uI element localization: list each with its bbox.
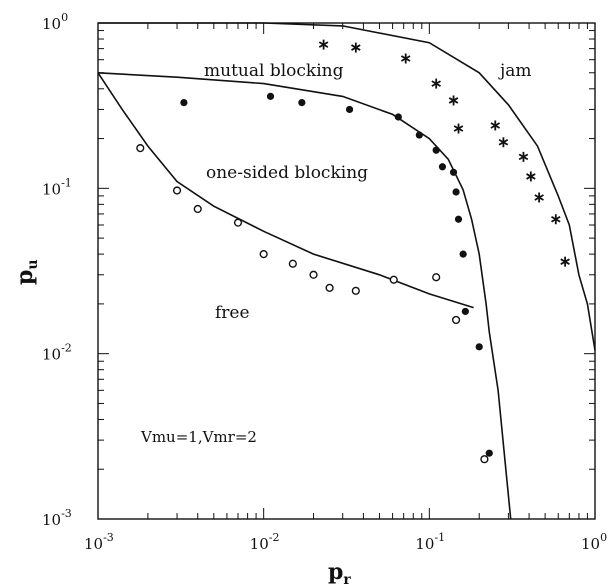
point-open-circle (309, 270, 318, 279)
point-asterisk (526, 171, 536, 182)
point-open-circle (259, 250, 268, 259)
x-tick-label: 100 (581, 531, 607, 553)
point-open-circle (136, 144, 145, 153)
point-filled-circle (345, 105, 354, 114)
y-tick-label: 10-2 (42, 342, 72, 364)
x-tick-label: 10-2 (250, 531, 280, 553)
point-open-circle (389, 275, 398, 284)
point-open-circle (172, 186, 182, 195)
y-axis-title: pu (12, 259, 41, 285)
point-filled-circle (449, 168, 458, 176)
x-tick-label: 10-1 (415, 531, 445, 553)
point-open-circle (432, 273, 441, 282)
point-asterisk (534, 192, 544, 203)
label-free: free (215, 303, 250, 323)
point-open-circle (351, 286, 360, 295)
point-filled-circle (394, 113, 402, 121)
label-jam: jam (498, 61, 532, 81)
point-filled-circle (452, 188, 460, 196)
plot-frame (97, 22, 596, 520)
point-open-circle (288, 259, 297, 268)
label-one-sided-blocking: one-sided blocking (206, 163, 368, 183)
point-asterisk (498, 137, 509, 148)
y-tick-label: 100 (42, 11, 68, 33)
point-asterisk (318, 39, 329, 50)
data-points (136, 39, 570, 464)
y-tick-label: 10-3 (42, 507, 72, 529)
x-tick-label: 10-3 (84, 531, 114, 553)
point-open-circle (480, 455, 489, 464)
ticks (97, 22, 596, 520)
point-asterisk (518, 151, 529, 162)
parameter-label: Vmu=1,Vmr=2 (140, 428, 257, 446)
point-filled-circle (461, 307, 469, 316)
point-filled-circle (475, 343, 483, 351)
label-mutual-blocking: mutual blocking (204, 61, 344, 81)
y-tick-label: 10-1 (42, 176, 72, 198)
point-filled-circle (454, 215, 463, 223)
point-filled-circle (438, 163, 447, 171)
x-tick-labels: 10-3 10-2 10-1 100 (84, 531, 607, 553)
point-filled-circle (485, 449, 493, 457)
point-open-circle (451, 315, 461, 325)
point-asterisk (453, 123, 464, 134)
point-asterisk (448, 95, 459, 106)
point-asterisk (560, 256, 570, 267)
point-asterisk (351, 42, 361, 53)
point-filled-circle (459, 250, 467, 258)
point-open-circle (193, 204, 202, 214)
point-asterisk (431, 78, 441, 89)
point-asterisk (490, 120, 501, 131)
point-filled-circle (180, 99, 188, 107)
x-axis-title: pr (328, 559, 351, 584)
point-open-circle (233, 218, 243, 227)
point-filled-circle (266, 92, 275, 100)
point-filled-circle (432, 146, 440, 154)
point-filled-circle (415, 131, 423, 139)
boundary-curve-1 (98, 22, 596, 351)
point-asterisk (551, 214, 561, 225)
point-open-circle (325, 283, 334, 292)
point-filled-circle (298, 99, 306, 107)
point-asterisk (400, 53, 411, 64)
y-tick-labels: 10-3 10-2 10-1 100 (42, 11, 72, 529)
